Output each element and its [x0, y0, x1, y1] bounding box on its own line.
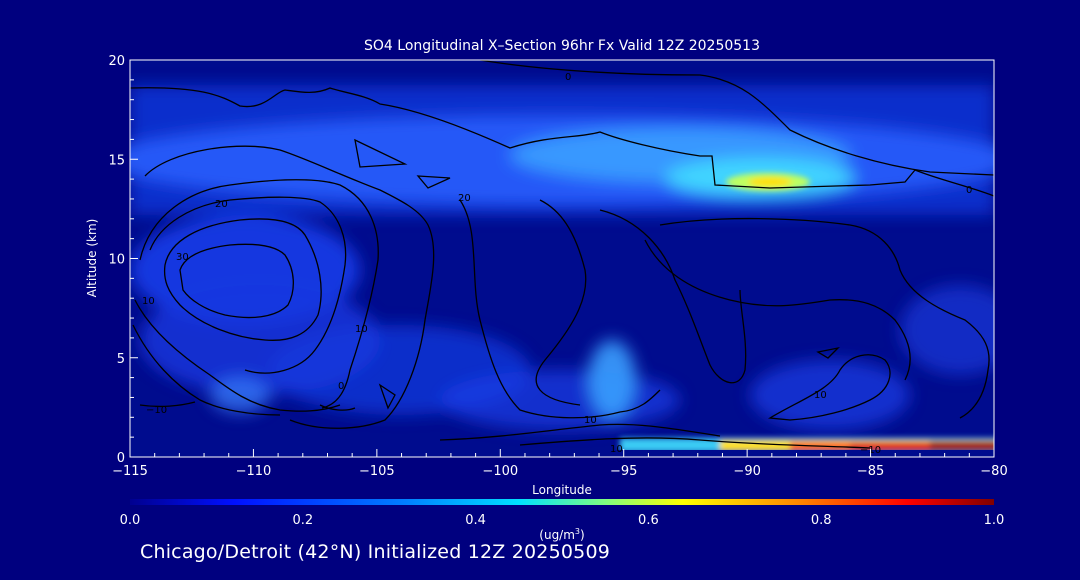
- colorbar: 0.0 0.2 0.4 0.6 0.8 1.0 (ug/m3): [120, 499, 1005, 542]
- contour-line: [163, 218, 322, 341]
- chart-title: SO4 Longitudinal X–Section 96hr Fx Valid…: [364, 38, 760, 54]
- footer-caption: Chicago/Detroit (42°N) Initialized 12Z 2…: [140, 541, 611, 563]
- contour-line: [130, 87, 994, 197]
- x-tick-label: −95: [610, 464, 637, 479]
- contour-label: 10: [814, 390, 827, 401]
- contour-label: 0: [338, 381, 344, 392]
- colorbar-label: (ug/m3): [539, 527, 584, 542]
- contour-line: [816, 346, 840, 359]
- contour-label: 10: [355, 324, 368, 335]
- x-tick-label: −100: [482, 464, 518, 479]
- colorbar-tick-label: 0.2: [292, 513, 313, 528]
- colorbar-tick-label: 0.8: [811, 513, 832, 528]
- contour-line: [659, 217, 990, 419]
- contour-lines: [130, 60, 994, 449]
- contour-label: 0: [966, 185, 972, 196]
- x-tick-label: −110: [236, 464, 272, 479]
- y-tick-label: 15: [108, 153, 125, 168]
- contour-line: [139, 401, 196, 408]
- contour-label: 10: [142, 296, 155, 307]
- contour-line: [144, 145, 435, 429]
- y-axis-ticks: 0 5 10 15 20: [108, 54, 138, 466]
- x-tick-label: −90: [733, 464, 760, 479]
- contour-line: [439, 423, 721, 441]
- contour-label: 10: [610, 444, 623, 455]
- contour-label: 10: [584, 415, 597, 426]
- contour-label: 30: [176, 252, 189, 263]
- contour-line: [459, 199, 661, 419]
- y-tick-label: 10: [108, 253, 125, 268]
- contour-line: [179, 243, 294, 319]
- y-tick-label: 20: [108, 54, 125, 69]
- x-axis-label: Longitude: [532, 483, 592, 497]
- contour-line: [479, 60, 994, 176]
- x-tick-label: −85: [857, 464, 884, 479]
- contour-line: [519, 437, 871, 449]
- contour-line: [149, 196, 347, 374]
- contour-line: [132, 324, 281, 416]
- colorbar-tick-label: 0.6: [638, 513, 659, 528]
- contour-line: [319, 404, 356, 411]
- contour-line: [535, 199, 587, 406]
- plot-area: 0 0 20 20 30 10 10 0 −10 10 10 10 −10: [130, 60, 994, 457]
- y-tick-label: 0: [117, 451, 125, 466]
- colorbar-ticks: 0.0 0.2 0.4 0.6 0.8 1.0: [120, 513, 1005, 528]
- contour-line: [354, 138, 408, 168]
- contour-label: 20: [215, 199, 228, 210]
- colorbar-tick-label: 0.0: [120, 513, 141, 528]
- contour-line: [378, 383, 396, 410]
- contour-label: −10: [146, 405, 167, 416]
- x-tick-label: −80: [980, 464, 1007, 479]
- colorbar-tick-label: 1.0: [984, 513, 1005, 528]
- contour-label: 0: [565, 72, 571, 83]
- contour-line: [416, 175, 451, 189]
- colorbar-gradient: [130, 499, 994, 505]
- y-tick-label: 5: [117, 352, 125, 367]
- y-axis-label: Altitude (km): [85, 219, 99, 298]
- colorbar-tick-label: 0.4: [465, 513, 486, 528]
- contour-line: [599, 209, 747, 384]
- contour-line: [644, 239, 911, 381]
- x-axis-ticks: −115 −110 −105 −100 −95 −90 −85 −80: [112, 449, 1008, 479]
- contour-line: [134, 299, 341, 412]
- contour-line: [767, 354, 891, 421]
- x-tick-label: −105: [359, 464, 395, 479]
- x-tick-label: −115: [112, 464, 148, 479]
- contour-label: 20: [458, 193, 471, 204]
- contour-line: [139, 179, 379, 409]
